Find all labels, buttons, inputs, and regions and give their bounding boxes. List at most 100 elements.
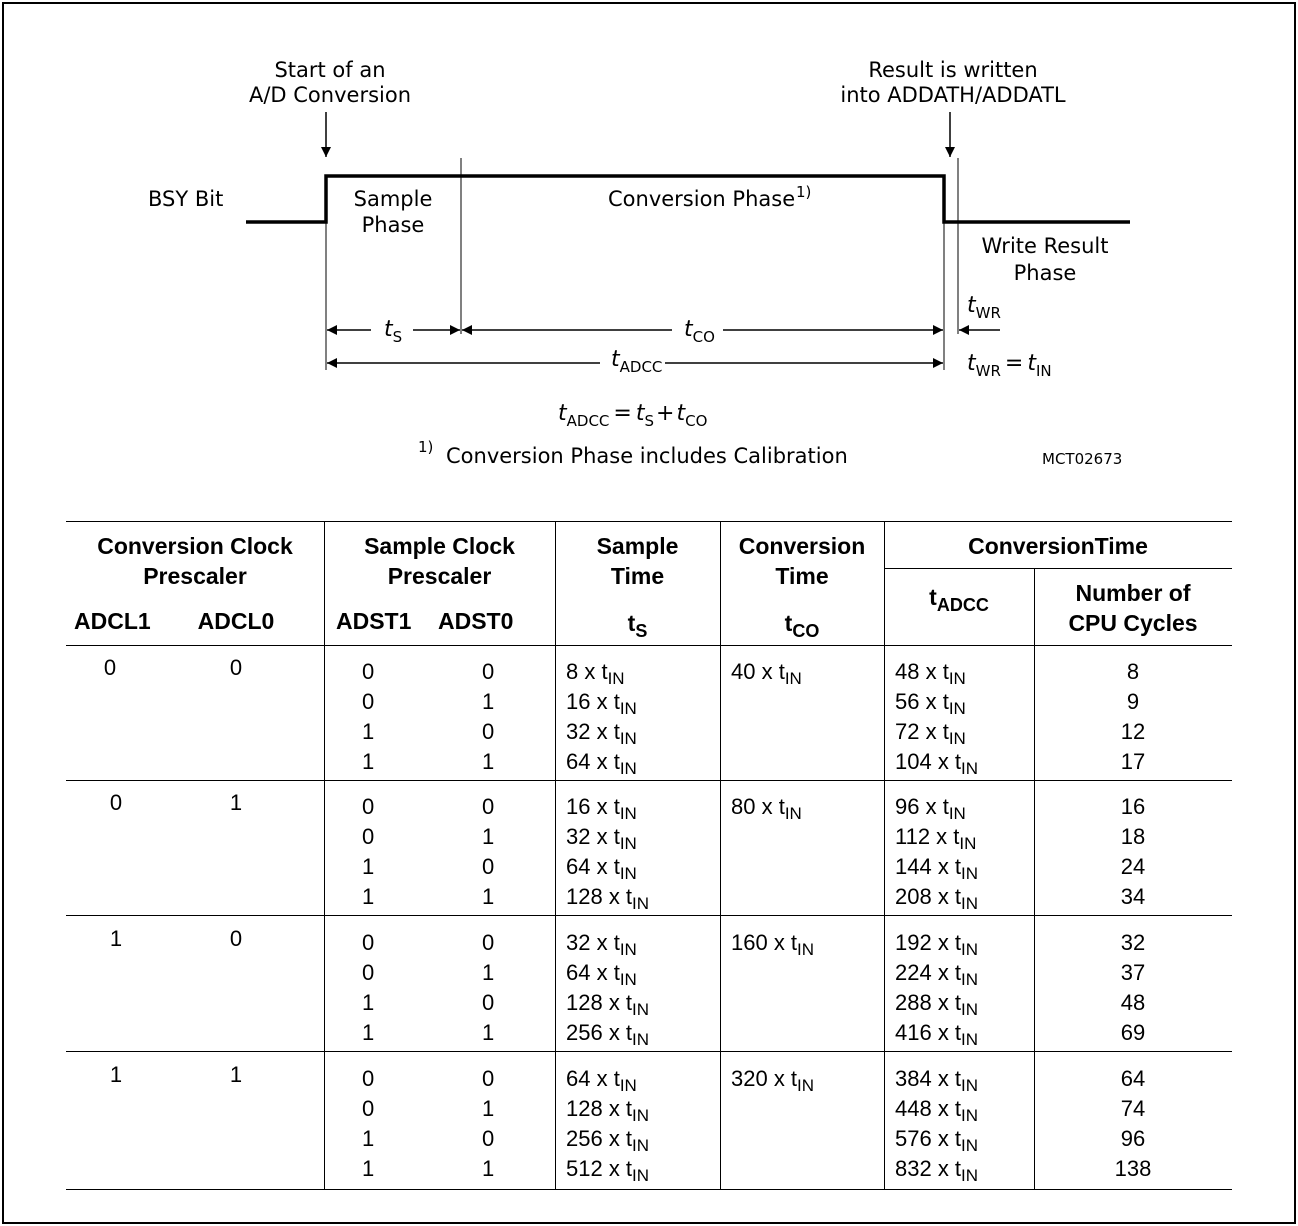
header-bottom-rule	[66, 645, 1232, 646]
col-divider-4	[884, 521, 885, 1189]
header-cpu-cycles: Number of CPU Cycles	[1068, 580, 1198, 636]
table-row-cycles: 17	[1120, 749, 1146, 774]
table-row-adst1: 0	[362, 824, 375, 849]
table-row-adst1: 0	[362, 1096, 375, 1121]
table-row-adst1: 1	[362, 884, 375, 909]
table-bottom-rule	[66, 1189, 1232, 1190]
table-row-tadcc: 288 x tIN	[895, 990, 979, 1019]
table-row-tadcc: 416 x tIN	[895, 1020, 979, 1049]
start-label-line1: Start of an	[274, 58, 385, 82]
table-row-ts: 64 x tIN	[566, 960, 637, 989]
table-row-adst0: 1	[482, 960, 495, 985]
table-row-adst0: 1	[482, 884, 495, 909]
table-row-adst0: 0	[482, 794, 495, 819]
table-row-ts: 128 x tIN	[566, 1096, 650, 1125]
conversion-footnote-marker: 1)	[796, 183, 811, 201]
table-row-adst1: 1	[362, 1126, 375, 1151]
table-row-adst1: 0	[362, 960, 375, 985]
table-row-adst1: 1	[362, 1020, 375, 1045]
col-divider-3	[720, 521, 721, 1189]
group-adcl1: 1	[109, 1062, 123, 1087]
table-row-adst1: 0	[362, 930, 375, 955]
group-adcl0: 0	[229, 926, 243, 951]
table-row-cycles: 34	[1120, 884, 1146, 909]
table-row-adst0: 0	[482, 854, 495, 879]
table-row-tadcc: 448 x tIN	[895, 1096, 979, 1125]
twr-label: tWR	[967, 293, 1001, 322]
write-result-line2: Phase	[1014, 261, 1077, 285]
group-rule-3	[66, 1051, 1232, 1052]
header-conversion-time: Conversion Time	[738, 533, 866, 589]
group-adcl0: 1	[229, 790, 243, 815]
table-row-ts: 64 x tIN	[566, 749, 637, 778]
table-row-cycles: 12	[1120, 719, 1146, 744]
table-row-adst0: 0	[482, 990, 495, 1015]
table-row-adst1: 0	[362, 794, 375, 819]
table-row-tadcc: 72 x tIN	[895, 719, 966, 748]
start-label-line2: A/D Conversion	[249, 83, 411, 107]
table-row-ts: 16 x tIN	[566, 689, 637, 718]
header-adst0: ADST0	[438, 608, 514, 634]
ts-label: tS	[384, 317, 402, 346]
footnote-text: Conversion Phase includes Calibration	[446, 444, 848, 468]
table-top-rule	[66, 521, 1232, 522]
header-tadcc: tADCC	[929, 584, 989, 615]
table-row-adst1: 1	[362, 854, 375, 879]
table-row-adst0: 1	[482, 749, 495, 774]
footnote-marker: 1)	[418, 438, 433, 456]
group-rule-1	[66, 780, 1232, 781]
table-row-ts: 16 x tIN	[566, 794, 637, 823]
table-row-adst1: 1	[362, 719, 375, 744]
group-adcl1: 0	[109, 790, 123, 815]
write-result-line1: Write Result	[981, 234, 1108, 258]
table-row-cycles: 138	[1114, 1156, 1152, 1181]
table-row-tadcc: 384 x tIN	[895, 1066, 979, 1095]
table-row-cycles: 69	[1120, 1020, 1146, 1045]
header-sample-time: Sample Time	[596, 533, 679, 589]
table-row-adst1: 0	[362, 1066, 375, 1091]
table-row-cycles: 37	[1120, 960, 1146, 985]
table-row-adst0: 0	[482, 1126, 495, 1151]
table-row-adst0: 0	[482, 719, 495, 744]
table-row-tadcc: 192 x tIN	[895, 930, 979, 959]
table-row-tadcc: 112 x tIN	[895, 824, 977, 853]
header-adst1: ADST1	[336, 608, 412, 634]
header-adcl1: ADCL1	[74, 608, 151, 634]
tadcc-label: tADCC	[611, 347, 662, 376]
header-sample-clock: Sample Clock Prescaler	[364, 533, 515, 589]
table-row-cycles: 64	[1120, 1066, 1146, 1091]
timing-diagram: Start of an A/D Conversion Result is wri…	[148, 58, 1130, 468]
conversion-time-group-rule	[884, 568, 1232, 569]
table-row-tadcc: 224 x tIN	[895, 960, 979, 989]
group-tco: 40 x tIN	[731, 659, 802, 688]
table-row-ts: 128 x tIN	[566, 884, 650, 913]
table-row-adst0: 0	[482, 1066, 495, 1091]
table-row-ts: 32 x tIN	[566, 824, 637, 853]
table-row-adst1: 0	[362, 689, 375, 714]
twr-equals-tin: tWR = tIN	[967, 351, 1052, 380]
col-divider-1	[324, 521, 325, 1189]
table-row-cycles: 9	[1126, 689, 1140, 714]
table-row-cycles: 48	[1120, 990, 1146, 1015]
table-row-cycles: 8	[1126, 659, 1140, 684]
table-row-tadcc: 56 x tIN	[895, 689, 966, 718]
group-rule-2	[66, 915, 1232, 916]
table-row-ts: 512 x tIN	[566, 1156, 650, 1185]
table-row-ts: 256 x tIN	[566, 1020, 650, 1049]
table-row-adst0: 1	[482, 1156, 495, 1181]
table-row-ts: 8 x tIN	[566, 659, 625, 688]
table-row-adst1: 1	[362, 990, 375, 1015]
table-row-ts: 64 x tIN	[566, 854, 637, 883]
table-row-ts: 256 x tIN	[566, 1126, 650, 1155]
table-row-adst1: 1	[362, 1156, 375, 1181]
group-adcl1: 0	[103, 655, 117, 680]
table-row-ts: 32 x tIN	[566, 930, 637, 959]
table-row-tadcc: 104 x tIN	[895, 749, 979, 778]
table-row-adst0: 0	[482, 930, 495, 955]
table-row-tadcc: 96 x tIN	[895, 794, 966, 823]
table-row-tadcc: 48 x tIN	[895, 659, 966, 688]
table-row-ts: 32 x tIN	[566, 719, 637, 748]
table-row-cycles: 32	[1120, 930, 1146, 955]
header-tco: tCO	[784, 610, 820, 641]
group-tco: 80 x tIN	[731, 794, 802, 823]
